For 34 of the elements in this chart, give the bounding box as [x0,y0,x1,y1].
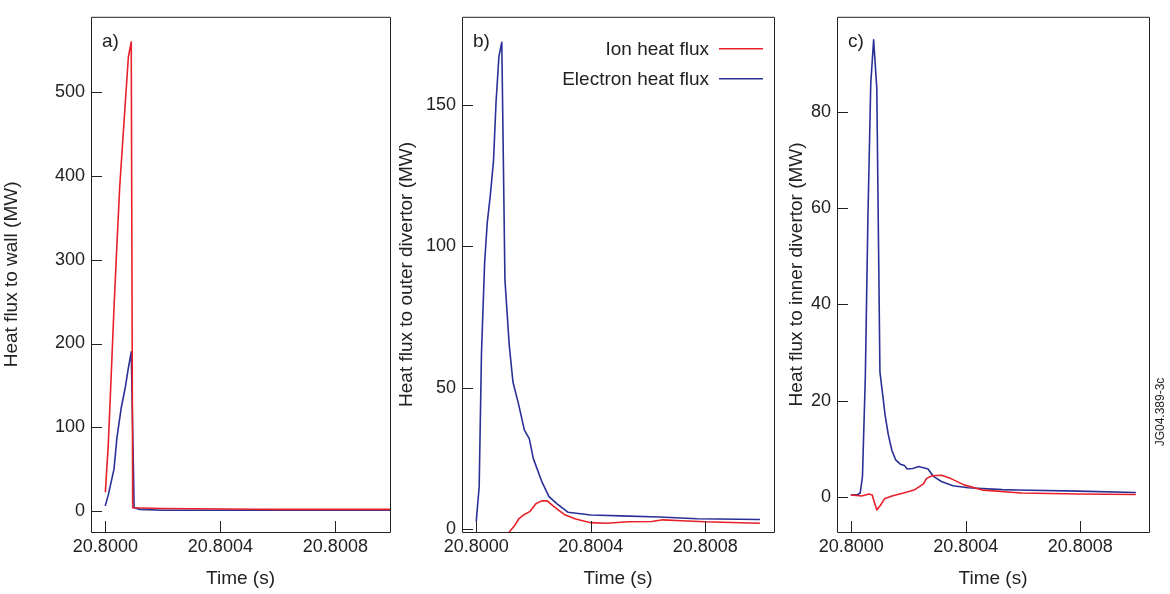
x-tick-label: 20.8004 [187,535,253,556]
y-tick-label: 80 [810,101,831,122]
y-tick-label: 40 [810,293,831,314]
x-tick-label: 20.8000 [72,535,138,556]
legend-label: Electron heat flux [562,67,710,89]
y-axis-title: Heat flux to inner divertor (MW) [784,142,806,407]
text: JG04.389-3c [1153,377,1167,447]
x-tick-label: 20.8004 [558,535,624,556]
x-tick-label: 20.8004 [933,535,999,556]
y-tick-label: 100 [425,235,456,256]
y-tick-label: 60 [810,197,831,218]
x-tick-label: 20.8000 [818,535,884,556]
y-tick-label: 500 [54,81,85,102]
x-axis-title: Time (s) [583,566,653,588]
y-tick-label: 0 [74,500,85,521]
annotation: b) [473,29,490,51]
x-tick-label: 20.8008 [672,535,738,556]
y-axis-title: Heat flux to wall (MW) [0,181,21,368]
annotation: a) [102,29,119,51]
x-tick-label: 20.8008 [1047,535,1113,556]
y-tick-label: 100 [54,416,85,437]
y-tick-label: 20 [810,389,831,410]
y-tick-label: 50 [435,376,456,397]
y-tick-label: 0 [820,485,831,506]
x-axis-title: Time (s) [206,566,275,588]
annotation: c) [848,29,864,51]
y-tick-label: 400 [54,164,85,185]
y-tick-label: 150 [425,93,456,114]
x-axis-title: Time (s) [958,566,1028,588]
y-axis-title: Heat flux to outer divertor (MW) [394,141,416,407]
legend-label: Ion heat flux [605,37,710,59]
x-tick-label: 20.8008 [302,535,368,556]
y-tick-label: 300 [54,248,85,269]
y-tick-label: 200 [54,332,85,353]
